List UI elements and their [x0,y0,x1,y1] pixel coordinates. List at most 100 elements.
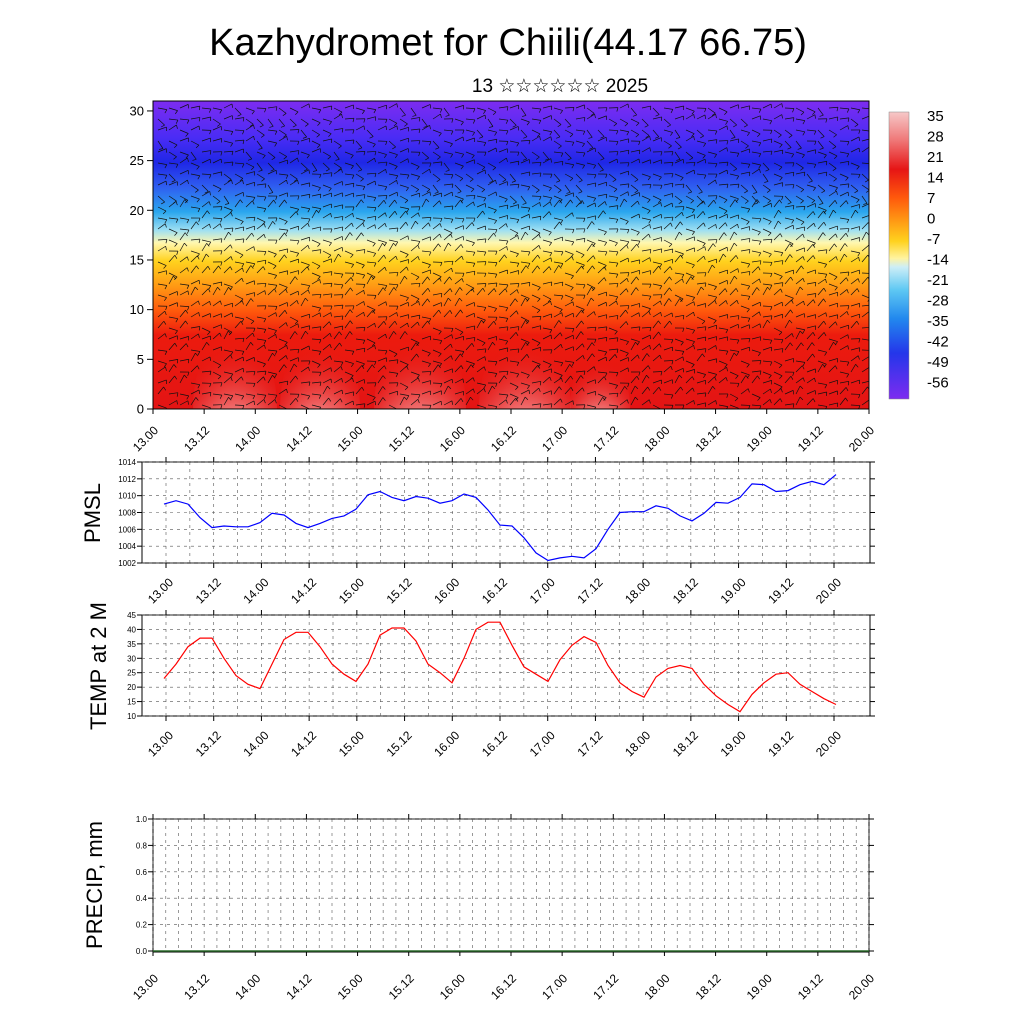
wind-barb [256,316,266,320]
wind-barb-flag [297,180,299,185]
wind-barb [256,183,266,186]
wind-barb [366,180,376,186]
wind-barb-flag [317,187,321,192]
wind-barb [542,360,552,365]
wind-barb [410,212,419,219]
colorbar-label: -7 [927,231,940,248]
wind-barb-flag [405,221,409,226]
wind-barb-flag [268,192,273,194]
wind-barb [454,298,460,307]
wind-barb-flag [325,168,330,172]
wind-barb [366,275,372,285]
wind-barb [850,204,860,208]
wind-barb [608,272,618,275]
wind-barb [520,159,530,164]
wind-barb-flag [605,326,608,331]
wind-barb [751,168,760,175]
wind-barb-flag [748,338,751,343]
wind-barb-flag [372,342,376,347]
wind-barb [586,182,596,186]
wind-barb [575,387,583,395]
wind-barb [663,346,673,351]
wind-barb-flag [702,353,705,358]
wind-barb [795,247,805,252]
wind-barb [861,173,869,181]
wind-barb [201,107,211,110]
wind-barb [520,171,530,175]
wind-barb-flag [567,158,572,161]
wind-barb-flag [616,151,619,156]
wind-barb [586,215,596,219]
wind-barb [267,106,277,109]
wind-barb-flag [724,199,728,204]
wind-barb [201,301,210,307]
wind-barb [267,288,275,296]
wind-barb [586,286,592,296]
wind-barb-flag [715,239,718,244]
wind-barb-flag [781,282,784,287]
wind-barb-flag [374,151,377,156]
wind-barb-flag [263,340,267,345]
wind-barb [630,326,640,329]
wind-barb [795,365,803,373]
wind-barb [201,201,210,208]
wind-barb-flag [195,189,199,193]
wind-barb-flag [242,117,245,122]
wind-barb [674,173,684,178]
wind-barb-flag [834,276,838,280]
wind-barb-flag [327,385,331,390]
wind-barb [707,243,714,252]
wind-barb [773,114,782,120]
wind-barb [201,283,211,286]
wind-barb-flag [383,321,387,325]
wind-barb [300,381,310,384]
wind-barb-flag [319,294,322,299]
wind-barb-flag [385,169,387,174]
wind-barb-flag [660,202,662,207]
wind-barb [333,226,343,230]
wind-barb [652,261,662,265]
wind-barb [179,358,189,362]
wind-barb [575,250,585,256]
wind-barb-flag [701,320,706,325]
wind-barb [179,242,185,252]
wind-barb-flag [681,212,684,217]
wind-barb-flag [483,251,487,256]
wind-barb [553,281,563,285]
wind-barb [223,103,233,109]
x-tick-label: 18.12 [693,423,724,454]
wind-barb [245,195,255,198]
wind-barb [399,301,409,307]
wind-barb-flag [263,329,267,334]
wind-barb [520,371,530,376]
wind-barb [531,316,542,318]
wind-barb [168,392,178,395]
wind-barb-flag [197,384,201,389]
wind-barb [212,281,222,285]
wind-barb-flag [404,275,408,280]
wind-barb [630,158,640,164]
wind-barb [487,320,495,329]
wind-barb [234,107,242,115]
wind-barb-flag [484,114,486,120]
wind-barb [696,246,705,252]
wind-barb [388,191,398,197]
wind-barb [355,232,362,241]
wind-barb [564,129,574,135]
wind-barb [817,312,827,318]
wind-barb-flag [677,146,682,150]
wind-barb-flag [736,153,740,157]
wind-barb-flag [439,223,442,228]
wind-barb [685,184,693,193]
wind-barb-flag [297,240,300,245]
y-tick-label: 30 [127,654,136,663]
wind-barb [531,151,540,158]
wind-barb [861,184,869,191]
wind-barb [828,342,834,351]
wind-barb-flag [429,217,432,222]
wind-barb [839,271,849,274]
wind-barb-flag [352,206,355,211]
wind-barb [278,388,287,395]
wind-barb [311,349,321,352]
wind-barb-flag [450,343,453,348]
